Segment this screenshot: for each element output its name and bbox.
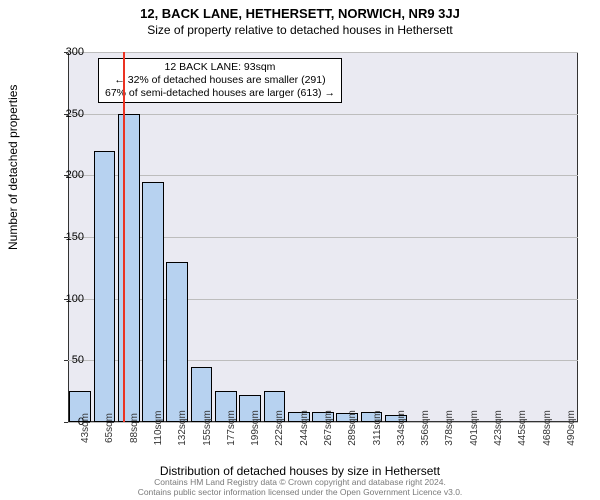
plot-area: 12 BACK LANE: 93sqm ← 32% of detached ho… bbox=[68, 52, 578, 422]
ytick bbox=[64, 237, 68, 238]
chart-subtitle: Size of property relative to detached ho… bbox=[0, 21, 600, 37]
ytick bbox=[64, 422, 68, 423]
xtick-label: 423sqm bbox=[493, 410, 504, 446]
xtick-label: 222sqm bbox=[274, 410, 285, 446]
annotation-line3: 67% of semi-detached houses are larger (… bbox=[105, 87, 335, 100]
ytick bbox=[64, 299, 68, 300]
xtick-label: 177sqm bbox=[226, 410, 237, 446]
x-axis-label: Distribution of detached houses by size … bbox=[0, 464, 600, 478]
xtick-label: 43sqm bbox=[80, 413, 91, 443]
xtick-label: 468sqm bbox=[542, 410, 553, 446]
ytick bbox=[64, 114, 68, 115]
gridline bbox=[68, 52, 578, 53]
gridline bbox=[68, 114, 578, 115]
xtick-label: 132sqm bbox=[177, 410, 188, 446]
histogram-bar bbox=[166, 262, 188, 422]
y-axis-label: Number of detached properties bbox=[6, 85, 20, 250]
histogram-bar bbox=[94, 151, 116, 422]
xtick-label: 490sqm bbox=[566, 410, 577, 446]
xtick-label: 289sqm bbox=[347, 410, 358, 446]
annotation-line1: 12 BACK LANE: 93sqm bbox=[105, 61, 335, 74]
annotation-line2: ← 32% of detached houses are smaller (29… bbox=[105, 74, 335, 87]
property-marker-line bbox=[123, 52, 125, 422]
xtick-label: 155sqm bbox=[202, 410, 213, 446]
xtick-label: 244sqm bbox=[299, 410, 310, 446]
ytick bbox=[64, 52, 68, 53]
xtick-label: 110sqm bbox=[153, 411, 164, 446]
xtick-label: 378sqm bbox=[444, 410, 455, 446]
xtick-label: 88sqm bbox=[129, 413, 140, 443]
attribution-line2: Contains public sector information licen… bbox=[0, 488, 600, 498]
histogram-bar bbox=[142, 182, 164, 423]
xtick-label: 356sqm bbox=[420, 410, 431, 446]
xtick-label: 445sqm bbox=[517, 410, 528, 446]
attribution: Contains HM Land Registry data © Crown c… bbox=[0, 478, 600, 498]
gridline bbox=[68, 175, 578, 176]
xtick-label: 65sqm bbox=[104, 413, 115, 443]
xtick-label: 401sqm bbox=[469, 410, 480, 446]
xtick-label: 334sqm bbox=[396, 410, 407, 446]
ytick bbox=[64, 175, 68, 176]
xtick-label: 311sqm bbox=[372, 411, 383, 446]
xtick-label: 199sqm bbox=[250, 410, 261, 446]
xtick-label: 267sqm bbox=[323, 410, 334, 446]
ytick bbox=[64, 360, 68, 361]
histogram-bar bbox=[118, 114, 140, 422]
annotation-box: 12 BACK LANE: 93sqm ← 32% of detached ho… bbox=[98, 58, 342, 103]
chart-title: 12, BACK LANE, HETHERSETT, NORWICH, NR9 … bbox=[0, 0, 600, 21]
